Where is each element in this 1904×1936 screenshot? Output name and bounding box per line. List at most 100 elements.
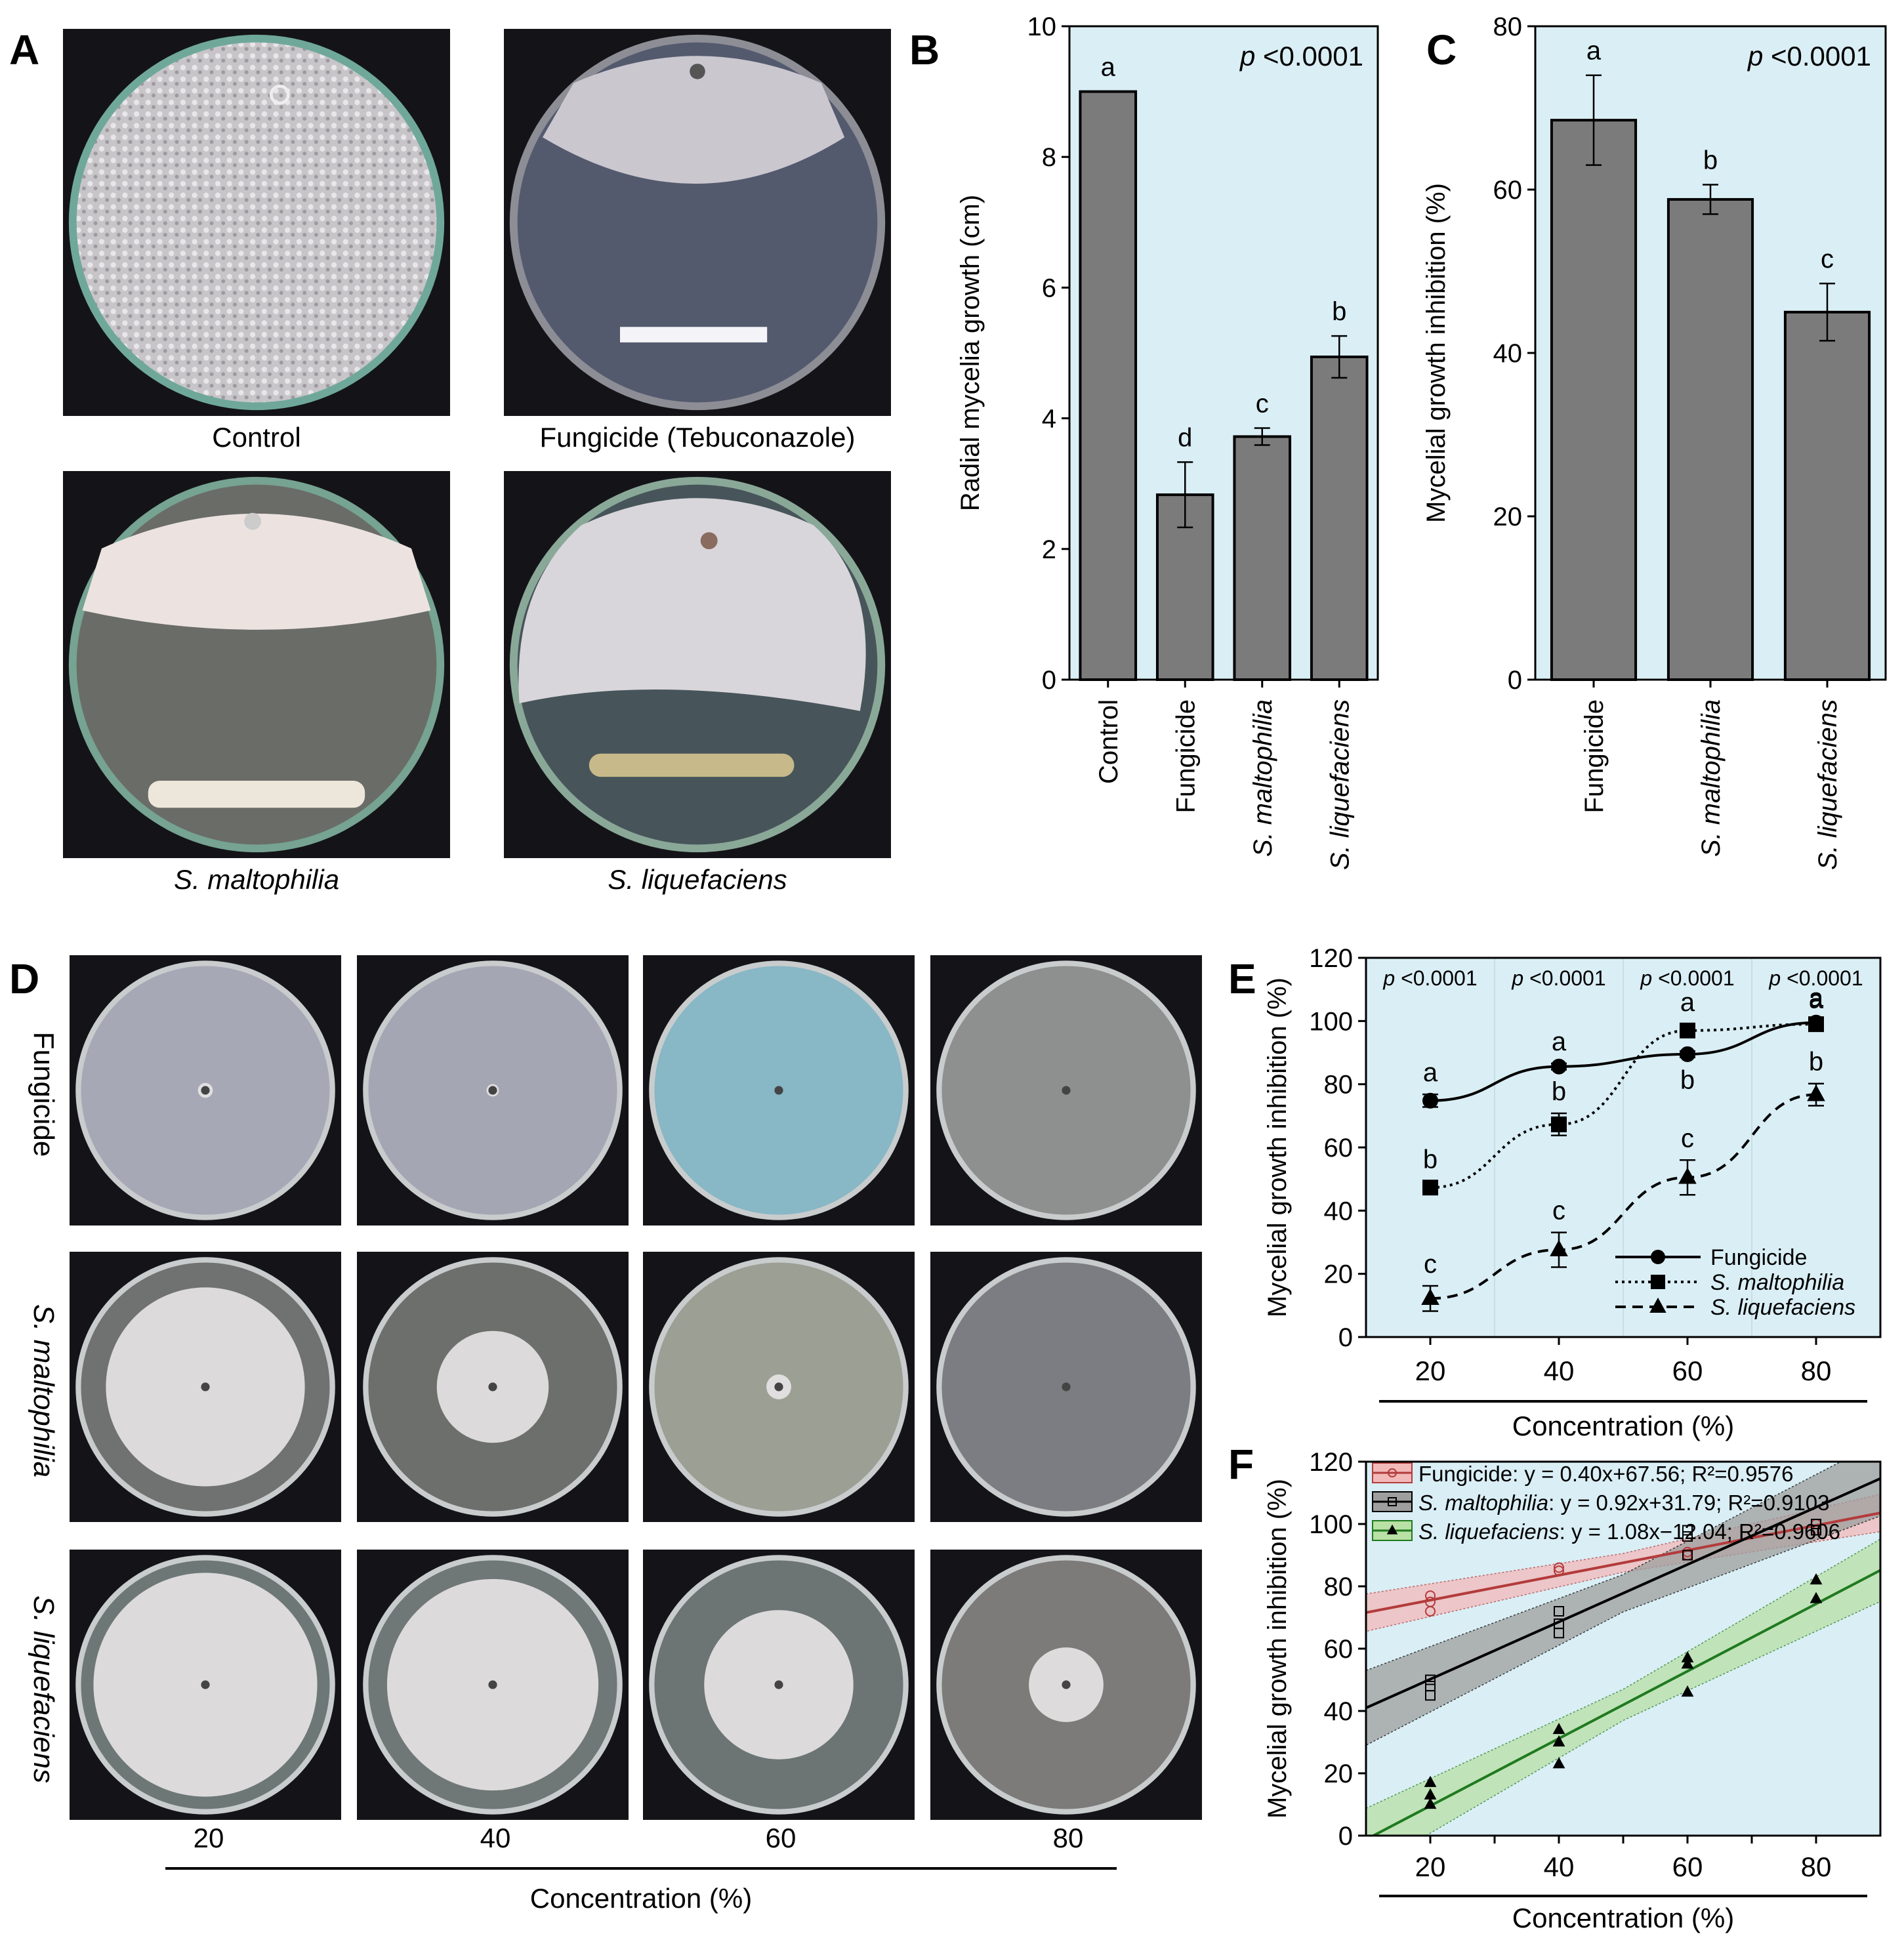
panel-letter-e: E (1228, 955, 1256, 1002)
p-value-annotation: p <0.0001 (1747, 41, 1871, 72)
legend-label: Fungicide (1710, 1245, 1807, 1270)
regression-line (1366, 1477, 1880, 1710)
data-point (1552, 1757, 1565, 1769)
data-point (1682, 1550, 1693, 1561)
plot-area (1366, 1462, 1880, 1836)
y-tick-label: 80 (1493, 12, 1523, 41)
x-tick-label: Fungicide (1171, 699, 1200, 813)
chart-b: 0 2 4 6 8 10 a Control d Fungicide c S. maltophilia… (956, 12, 1379, 870)
legend-label-part: S. liquefaciens (1418, 1519, 1560, 1544)
regression-line (1366, 1512, 1880, 1615)
panel-d-axis: 20 40 60 80 Concentration (%) (165, 1823, 1117, 1914)
data-point (1554, 1606, 1564, 1617)
significance-letter: c (1821, 245, 1834, 274)
y-axis-label: Mycelial growth inhibition (%) (1263, 1479, 1292, 1819)
plug (1062, 1680, 1071, 1689)
y-tick-label: 20 (1493, 503, 1523, 531)
p-value-annotation: p <0.0001 (1382, 966, 1477, 990)
photo-maltophilia-plate (63, 471, 450, 858)
significance-letter: a (1552, 1027, 1567, 1056)
y-tick-label: 40 (1324, 1697, 1354, 1726)
significance-letter: b (1552, 1077, 1566, 1106)
x-tick-label: 80 (1801, 1355, 1832, 1386)
photo-plate-2-0 (70, 1550, 341, 1820)
data-point (1810, 1592, 1823, 1603)
bar (1310, 355, 1369, 681)
data-point (1425, 1590, 1436, 1601)
plate-drawing (363, 1555, 623, 1815)
plot-frame (1534, 25, 1887, 681)
data-point (1424, 1775, 1437, 1787)
panel-d-xlabel: Concentration (%) (530, 1883, 752, 1914)
significance-letter: a (1101, 53, 1116, 82)
y-tick-label: 60 (1493, 176, 1523, 205)
legend-marker (1649, 1297, 1666, 1313)
y-tick-label: 20 (1324, 1760, 1354, 1788)
p-symbol: p (1239, 41, 1255, 72)
y-axis-label: Radial mycelia growth (cm) (956, 195, 985, 511)
plate-drawing (649, 1555, 909, 1815)
plate-drawing (936, 1257, 1196, 1517)
x-tick-label: Control (1094, 699, 1123, 784)
data-point (1682, 1525, 1693, 1536)
x-axis-label: Concentration (%) (1512, 1903, 1734, 1933)
significance-letter: b (1332, 297, 1346, 326)
plug (1062, 1382, 1071, 1391)
x-tick-label: 80 (1801, 1851, 1832, 1882)
significance-letter: a (1809, 985, 1824, 1014)
data-point (1811, 1519, 1821, 1529)
p-value: <0.0001 (1781, 966, 1863, 990)
significance-letter: a (1680, 988, 1695, 1017)
y-tick-label: 0 (1042, 666, 1056, 695)
legend-label-part: S. maltophilia (1418, 1491, 1548, 1515)
significance-letter: a (1423, 1058, 1438, 1087)
p-symbol: p (1511, 966, 1523, 990)
photo-plate-2-1 (357, 1550, 629, 1820)
data-point (1680, 1022, 1695, 1039)
plug (201, 1382, 210, 1391)
bar (1550, 119, 1638, 682)
significance-letter: d (1178, 423, 1192, 452)
bar (1079, 90, 1138, 682)
plug (774, 1680, 783, 1689)
p-value: <0.0001 (1523, 966, 1605, 990)
legend-marker (1651, 1250, 1665, 1264)
p-value: <0.0001 (1763, 41, 1871, 72)
bar (1783, 310, 1871, 681)
data-point (1422, 1092, 1438, 1109)
y-tick-label: 80 (1324, 1573, 1354, 1601)
legend-label: S. maltophilia (1710, 1270, 1844, 1295)
data-point (1421, 1288, 1439, 1306)
row-label-fungicide: Fungicide (28, 1031, 60, 1157)
bar (1666, 197, 1754, 681)
data-point (1682, 1531, 1693, 1542)
legend-label: S. maltophilia: y = 0.92x+31.79; R²=0.91… (1418, 1491, 1830, 1515)
significance-letter: c (1424, 1250, 1437, 1279)
photo-plate-0-2 (643, 955, 915, 1225)
x-tick-label: 40 (1544, 1355, 1575, 1386)
data-point (1551, 1116, 1567, 1132)
data-point (1424, 1788, 1437, 1800)
data-point (1807, 1084, 1825, 1102)
legend-label: S. liquefaciens (1710, 1295, 1855, 1320)
plug (488, 1086, 497, 1095)
data-point (1681, 1651, 1694, 1662)
legend-label: S. liquefaciens: y = 1.08x−12.04; R²=0.9… (1418, 1519, 1840, 1544)
p-value: <0.0001 (1255, 41, 1363, 72)
x-tick-label: S. liquefaciens (1813, 699, 1842, 870)
x-tick-label: 20 (1415, 1851, 1446, 1882)
x-tick-label: 20 (1415, 1355, 1446, 1386)
y-tick-label: 2 (1042, 535, 1056, 564)
series-line (1430, 1093, 1817, 1300)
y-tick-label: 120 (1309, 1448, 1353, 1477)
legend-marker (1388, 1497, 1397, 1506)
significance-letter: a (1809, 983, 1824, 1012)
y-tick-label: 20 (1324, 1260, 1354, 1289)
plate-drawing (936, 1555, 1196, 1815)
photo-fungicide-plate (504, 29, 891, 416)
data-point (1810, 1573, 1823, 1585)
y-tick-label: 40 (1324, 1197, 1354, 1225)
x-tick-label: 60 (1672, 1355, 1703, 1386)
chart-f: 0 20 40 60 80 100 120 Fungicide: y = 0.40x+67.5… (1263, 1448, 1882, 1933)
data-point (1680, 1046, 1695, 1062)
